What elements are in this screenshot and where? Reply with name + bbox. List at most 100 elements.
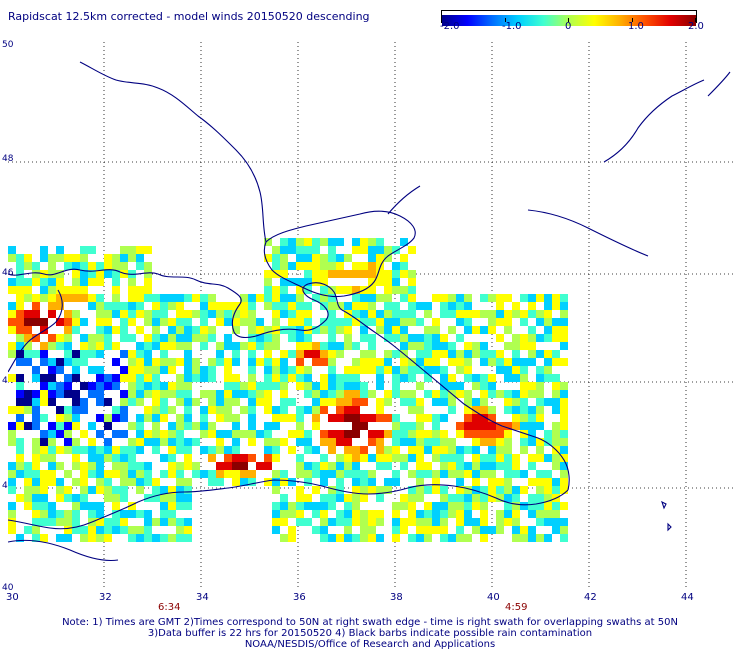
wind-cell (320, 374, 328, 382)
wind-cell (64, 374, 72, 382)
wind-cell (56, 510, 64, 518)
wind-cell (32, 518, 40, 526)
wind-cell (296, 406, 304, 414)
wind-cell (312, 422, 320, 430)
wind-cell (176, 358, 184, 366)
wind-cell (504, 486, 512, 494)
wind-cell (264, 446, 272, 454)
wind-cell (512, 334, 520, 342)
wind-cell (40, 342, 48, 350)
wind-cell (496, 446, 504, 454)
wind-cell (560, 398, 568, 406)
wind-cell (16, 414, 24, 422)
wind-cell (408, 486, 416, 494)
wind-cell (224, 470, 232, 478)
wind-cell (424, 310, 432, 318)
wind-cell (88, 486, 96, 494)
wind-cell (272, 294, 280, 302)
wind-cell (392, 518, 400, 526)
wind-cell (32, 486, 40, 494)
wind-cell (552, 382, 560, 390)
wind-cell (216, 438, 224, 446)
wind-cell (328, 270, 336, 278)
wind-cell (168, 534, 176, 542)
wind-cell (136, 390, 144, 398)
wind-cell (488, 526, 496, 534)
wind-cell (536, 518, 544, 526)
wind-cell (128, 246, 136, 254)
wind-cell (520, 430, 528, 438)
wind-cell (24, 398, 32, 406)
wind-cell (32, 270, 40, 278)
wind-cell (248, 478, 256, 486)
wind-cell (184, 390, 192, 398)
wind-cell (424, 302, 432, 310)
wind-cell (448, 454, 456, 462)
wind-cell (80, 462, 88, 470)
wind-cell (168, 454, 176, 462)
wind-cell (112, 342, 120, 350)
wind-cell (136, 398, 144, 406)
wind-cell (512, 374, 520, 382)
wind-cell (40, 358, 48, 366)
wind-cell (120, 494, 128, 502)
wind-cell (56, 478, 64, 486)
wind-cell (376, 366, 384, 374)
wind-cell (352, 518, 360, 526)
wind-cell (80, 406, 88, 414)
wind-cell (488, 414, 496, 422)
lat-label: 46 (2, 268, 14, 278)
wind-cell (432, 518, 440, 526)
wind-cell (296, 430, 304, 438)
wind-cell (208, 366, 216, 374)
wind-cell (216, 390, 224, 398)
wind-cell (264, 342, 272, 350)
wind-cell (96, 302, 104, 310)
wind-cell (272, 358, 280, 366)
wind-cell (352, 366, 360, 374)
wind-cell (144, 278, 152, 286)
wind-cell (88, 422, 96, 430)
wind-cell (328, 374, 336, 382)
wind-cell (16, 446, 24, 454)
wind-cell (560, 470, 568, 478)
colorbar-label: -2.0 (440, 21, 460, 32)
wind-cell (344, 342, 352, 350)
wind-cell (40, 478, 48, 486)
wind-cell (488, 382, 496, 390)
wind-cell (48, 278, 56, 286)
wind-cell (472, 470, 480, 478)
wind-cell (408, 270, 416, 278)
wind-cell (232, 390, 240, 398)
wind-cell (48, 390, 56, 398)
wind-cell (488, 326, 496, 334)
wind-cell (456, 478, 464, 486)
wind-cell (464, 326, 472, 334)
wind-cell (80, 486, 88, 494)
wind-cell (384, 318, 392, 326)
wind-cell (328, 238, 336, 246)
wind-cell (296, 310, 304, 318)
wind-cell (288, 238, 296, 246)
wind-cell (280, 390, 288, 398)
wind-cell (168, 342, 176, 350)
wind-cell (40, 518, 48, 526)
wind-cell (424, 326, 432, 334)
wind-cell (16, 342, 24, 350)
wind-cell (304, 310, 312, 318)
wind-cell (296, 374, 304, 382)
wind-cell (248, 374, 256, 382)
wind-cell (96, 462, 104, 470)
wind-cell (416, 518, 424, 526)
wind-cell (144, 470, 152, 478)
wind-cell (280, 470, 288, 478)
wind-cell (176, 294, 184, 302)
wind-cell (480, 294, 488, 302)
wind-cell (352, 406, 360, 414)
wind-cell (496, 350, 504, 358)
wind-cell (200, 390, 208, 398)
wind-cell (352, 534, 360, 542)
wind-cell (344, 382, 352, 390)
wind-cell (24, 478, 32, 486)
wind-cell (312, 246, 320, 254)
